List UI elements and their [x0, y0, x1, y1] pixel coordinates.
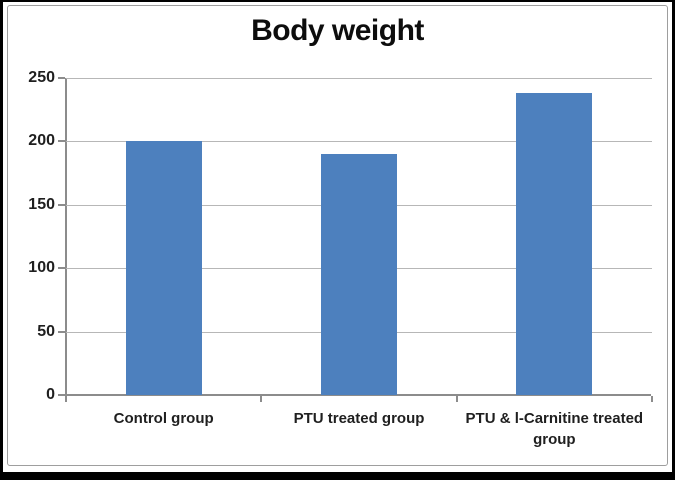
chart-canvas: Body weight 0 50 100 150 200 250 Control grou… [3, 2, 672, 472]
category-label: PTU & l-Carnitine treated group [465, 410, 644, 448]
y-axis-tick [58, 140, 65, 143]
x-axis-tick [65, 396, 67, 402]
y-tick-label: 50 [37, 322, 55, 340]
gridline [66, 78, 652, 79]
bar [125, 141, 202, 395]
y-axis-line [65, 78, 67, 395]
bar [516, 93, 593, 395]
y-tick-label: 250 [28, 69, 55, 86]
y-axis-tick [58, 77, 65, 79]
y-axis-tick [58, 203, 65, 206]
y-axis-tick [58, 394, 65, 396]
y-tick-label: 100 [28, 259, 55, 277]
y-axis-tick [58, 267, 65, 270]
chart-title: Body weight [251, 14, 424, 47]
x-axis-tick [455, 396, 458, 402]
bar [321, 154, 397, 395]
plot-area [58, 77, 653, 402]
y-tick-label: 0 [46, 386, 55, 403]
x-axis-line [65, 394, 651, 396]
x-axis-tick [260, 396, 263, 402]
category-label: PTU treated group [293, 410, 425, 427]
gridline [66, 141, 652, 143]
x-axis-tick [651, 396, 653, 402]
y-tick-label: 150 [28, 195, 55, 213]
y-axis-tick [58, 330, 65, 333]
y-tick-label: 200 [28, 132, 55, 150]
category-label: Control group [113, 410, 214, 427]
